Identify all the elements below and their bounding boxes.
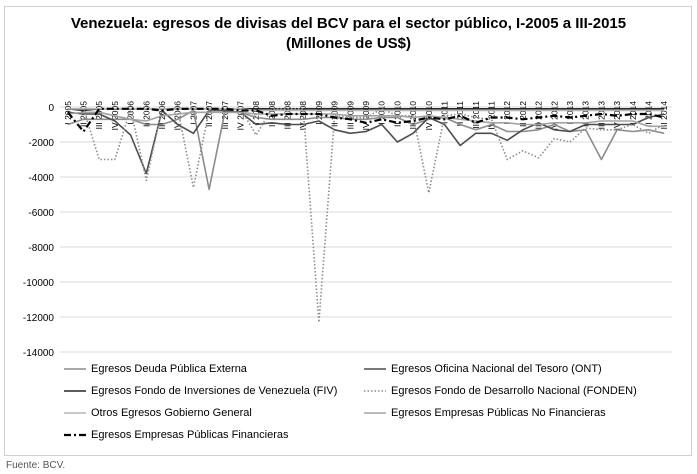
x-tick-label: III 2011	[471, 101, 481, 129]
legend-item: Egresos Deuda Pública Externa	[64, 362, 247, 376]
chart-title-line1: Venezuela: egresos de divisas del BCV pa…	[70, 15, 627, 32]
legend-item: Otros Egresos Gobierno General	[64, 406, 252, 420]
legend-label: Egresos Fondo de Desarrollo Nacional (FO…	[391, 385, 637, 397]
x-tick-label: III 2014	[659, 101, 669, 130]
series-line-6	[67, 111, 665, 128]
legend-item: Egresos Empresas Públicas No Financieras	[364, 406, 606, 420]
x-tick-label: I 2011	[439, 101, 449, 124]
x-tick-label: I 2010	[377, 101, 387, 125]
legend-label: Egresos Oficina Nacional del Tesoro (ONT…	[391, 363, 602, 375]
x-tick-label: I 2009	[314, 101, 324, 125]
x-tick-label: II 2013	[581, 101, 591, 127]
x-tick-label: II 2010	[392, 101, 402, 127]
legend-label: Egresos Empresas Públicas No Financieras	[391, 407, 606, 419]
y-tick-label: -4000	[28, 173, 54, 184]
x-tick-label: II 2006	[141, 101, 151, 127]
legend-swatch	[64, 412, 86, 414]
y-tick-label: -14000	[23, 348, 55, 359]
chart-subtitle: (Millones de US$)	[285, 35, 412, 52]
y-tick-label: -10000	[23, 278, 55, 289]
x-tick-label: I 2012	[502, 101, 512, 125]
legend-label: Egresos Deuda Pública Externa	[91, 363, 247, 375]
y-tick-label: -2000	[28, 138, 54, 149]
y-tick-label: -6000	[28, 208, 54, 219]
legend-item: Egresos Empresas Públicas Financieras	[64, 428, 288, 442]
y-tick-label: -8000	[28, 243, 54, 254]
x-tick-label: III 2012	[534, 101, 544, 130]
series-line-1	[67, 109, 665, 191]
legend-item: Egresos Oficina Nacional del Tesoro (ONT…	[364, 362, 602, 376]
legend-swatch	[364, 368, 386, 370]
y-tick-label: -12000	[23, 313, 55, 324]
source-note: Fuente: BCV.	[6, 460, 66, 471]
series-line-7	[66, 107, 665, 133]
chart-title: Venezuela: egresos de divisas del BCV pa…	[0, 14, 697, 54]
x-tick-label: I 2013	[565, 101, 575, 125]
x-tick-label: II 2011	[455, 101, 465, 127]
x-tick-label: IV 2007	[235, 101, 245, 131]
x-tick-label: I 2006	[126, 101, 136, 125]
series-lines	[66, 107, 665, 324]
legend-swatch	[364, 412, 386, 414]
legend-item: Egresos Fondo de Inversiones de Venezuel…	[64, 384, 337, 398]
x-tick-label: III 2005	[94, 101, 104, 130]
x-tick-label: IV 2011	[487, 101, 497, 130]
x-tick-label: I 2014	[628, 101, 638, 125]
series-line-4	[67, 108, 665, 324]
chart-frame	[4, 6, 692, 456]
legend-label: Egresos Fondo de Inversiones de Venezuel…	[91, 385, 338, 397]
y-tick-label: 0	[48, 103, 54, 114]
x-tick-label: II 2014	[643, 101, 653, 127]
x-tick-label: IV 2008	[298, 101, 308, 131]
legend-swatch	[364, 390, 386, 392]
x-tick-label: IV 2006	[173, 101, 183, 131]
series-line-5	[67, 108, 665, 112]
legend-swatch	[64, 390, 86, 392]
legend-swatch	[64, 433, 86, 437]
legend-label: Egresos Empresas Públicas Financieras	[91, 429, 289, 441]
legend-swatch	[64, 368, 86, 370]
legend-label: Otros Egresos Gobierno General	[91, 407, 252, 419]
x-tick-label: II 2012	[518, 101, 528, 127]
legend-item: Egresos Fondo de Desarrollo Nacional (FO…	[364, 384, 637, 398]
gridlines	[60, 106, 672, 353]
x-tick-label: I 2008	[251, 101, 261, 125]
x-tick-label: IV 2013	[612, 101, 622, 131]
y-axis-ticks: 0 -2000 -4000 -6000 -8000 -10000 -12000 -14000	[23, 103, 55, 359]
